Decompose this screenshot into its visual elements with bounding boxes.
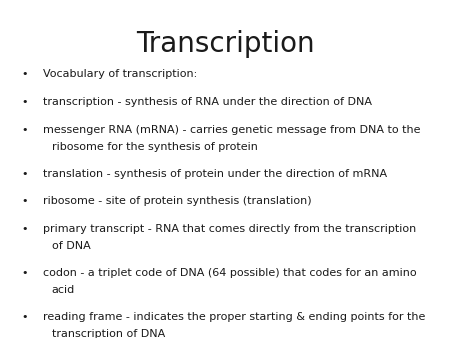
Text: •: •	[22, 125, 28, 135]
Text: Transcription: Transcription	[136, 30, 314, 58]
Text: codon - a triplet code of DNA (64 possible) that codes for an amino: codon - a triplet code of DNA (64 possib…	[43, 268, 416, 278]
Text: Vocabulary of transcription:: Vocabulary of transcription:	[43, 69, 197, 79]
Text: •: •	[22, 97, 28, 107]
Text: reading frame - indicates the proper starting & ending points for the: reading frame - indicates the proper sta…	[43, 312, 425, 322]
Text: •: •	[22, 224, 28, 234]
Text: •: •	[22, 312, 28, 322]
Text: primary transcript - RNA that comes directly from the transcription: primary transcript - RNA that comes dire…	[43, 224, 416, 234]
Text: transcription of DNA: transcription of DNA	[52, 329, 165, 338]
Text: •: •	[22, 169, 28, 179]
Text: transcription - synthesis of RNA under the direction of DNA: transcription - synthesis of RNA under t…	[43, 97, 372, 107]
Text: •: •	[22, 69, 28, 79]
Text: •: •	[22, 268, 28, 278]
Text: ribosome - site of protein synthesis (translation): ribosome - site of protein synthesis (tr…	[43, 196, 311, 207]
Text: ribosome for the synthesis of protein: ribosome for the synthesis of protein	[52, 142, 257, 152]
Text: translation - synthesis of protein under the direction of mRNA: translation - synthesis of protein under…	[43, 169, 387, 179]
Text: •: •	[22, 196, 28, 207]
Text: of DNA: of DNA	[52, 241, 90, 251]
Text: acid: acid	[52, 285, 75, 295]
Text: messenger RNA (mRNA) - carries genetic message from DNA to the: messenger RNA (mRNA) - carries genetic m…	[43, 125, 420, 135]
